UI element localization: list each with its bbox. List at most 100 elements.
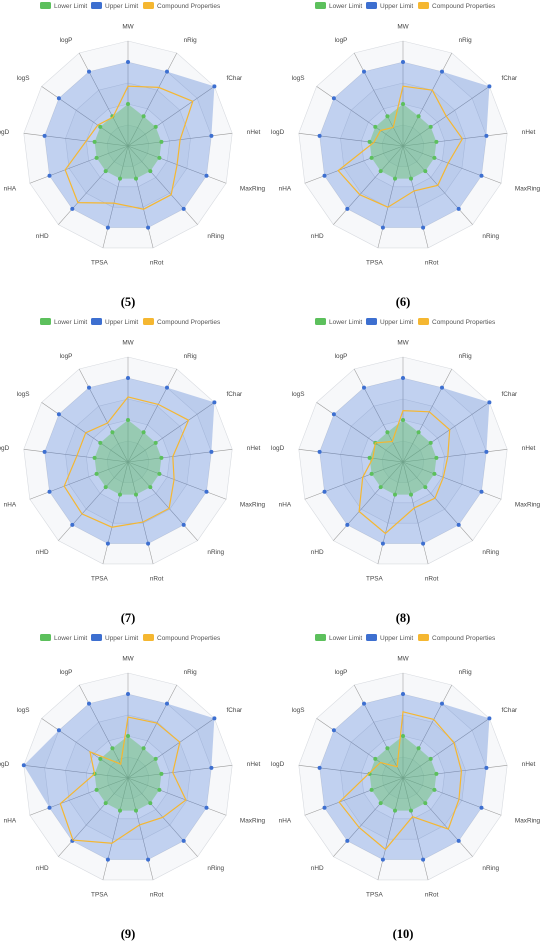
point-lower-logS[interactable] (98, 440, 103, 445)
point-lower-fChar[interactable] (428, 756, 433, 761)
point-upper-nRing[interactable] (456, 522, 461, 527)
legend-swatch-lower[interactable] (40, 2, 51, 9)
point-lower-nHD[interactable] (378, 801, 383, 806)
point-upper-logD[interactable] (42, 133, 47, 138)
legend-swatch-lower[interactable] (40, 318, 51, 325)
point-lower-MW[interactable] (401, 102, 405, 106)
point-lower-MaxRing[interactable] (157, 155, 162, 160)
point-upper-MW[interactable] (401, 692, 405, 696)
point-upper-logD[interactable] (317, 133, 322, 138)
point-upper-logP[interactable] (87, 701, 91, 706)
point-lower-nRot[interactable] (409, 808, 413, 813)
point-lower-logD[interactable] (367, 771, 372, 776)
point-lower-TPSA[interactable] (118, 492, 122, 497)
point-upper-nRig[interactable] (165, 69, 169, 74)
point-upper-nRot[interactable] (421, 857, 426, 862)
legend-swatch-compound[interactable] (418, 2, 429, 9)
point-upper-nRot[interactable] (421, 225, 426, 230)
point-upper-logP[interactable] (87, 69, 91, 74)
point-upper-nRing[interactable] (456, 206, 461, 211)
legend-swatch-lower[interactable] (40, 634, 51, 641)
point-upper-nRot[interactable] (146, 541, 151, 546)
point-upper-nHA[interactable] (322, 489, 327, 494)
legend-swatch-upper[interactable] (91, 634, 102, 641)
point-lower-TPSA[interactable] (118, 808, 122, 813)
point-upper-logS[interactable] (331, 96, 336, 101)
point-upper-logD[interactable] (317, 765, 322, 770)
point-upper-TPSA[interactable] (105, 541, 110, 546)
point-upper-MaxRing[interactable] (204, 805, 209, 810)
legend-swatch-lower[interactable] (315, 318, 326, 325)
point-upper-nHet[interactable] (484, 133, 489, 138)
legend-swatch-lower[interactable] (315, 634, 326, 641)
point-lower-fChar[interactable] (153, 124, 158, 129)
point-lower-logP[interactable] (385, 430, 390, 435)
point-lower-logD[interactable] (367, 139, 372, 144)
point-lower-logD[interactable] (367, 455, 372, 460)
point-lower-MW[interactable] (401, 418, 405, 422)
point-lower-MW[interactable] (126, 418, 130, 422)
point-upper-logD[interactable] (21, 763, 26, 768)
point-upper-logP[interactable] (362, 385, 366, 390)
point-upper-logD[interactable] (42, 449, 47, 454)
point-lower-nHD[interactable] (378, 169, 383, 174)
point-lower-MaxRing[interactable] (432, 471, 437, 476)
point-upper-fChar[interactable] (212, 400, 217, 405)
point-lower-nHD[interactable] (103, 169, 108, 174)
point-upper-logS[interactable] (331, 728, 336, 733)
point-upper-nHet[interactable] (484, 449, 489, 454)
point-lower-MaxRing[interactable] (157, 471, 162, 476)
point-upper-fChar[interactable] (212, 716, 217, 721)
point-upper-logS[interactable] (56, 412, 61, 417)
point-upper-logP[interactable] (362, 701, 366, 706)
point-lower-nHet[interactable] (434, 771, 439, 776)
point-lower-nRing[interactable] (423, 169, 428, 174)
point-lower-logS[interactable] (98, 124, 103, 129)
point-upper-MW[interactable] (401, 376, 405, 380)
point-upper-nHet[interactable] (209, 133, 214, 138)
point-upper-logP[interactable] (87, 385, 91, 390)
point-upper-nHD[interactable] (345, 206, 350, 211)
point-upper-nRot[interactable] (146, 225, 151, 230)
legend-swatch-compound[interactable] (143, 634, 154, 641)
point-lower-logS[interactable] (373, 124, 378, 129)
point-upper-nRing[interactable] (181, 838, 186, 843)
point-lower-nHA[interactable] (369, 155, 374, 160)
point-lower-fChar[interactable] (428, 440, 433, 445)
point-upper-MW[interactable] (126, 692, 130, 696)
point-upper-nHD[interactable] (345, 522, 350, 527)
point-upper-logS[interactable] (331, 412, 336, 417)
point-upper-nRig[interactable] (165, 385, 169, 390)
point-lower-nRig[interactable] (141, 746, 146, 751)
point-lower-logD[interactable] (92, 139, 97, 144)
point-lower-nRing[interactable] (423, 485, 428, 490)
legend-swatch-upper[interactable] (366, 318, 377, 325)
point-upper-fChar[interactable] (487, 400, 492, 405)
point-upper-MaxRing[interactable] (204, 173, 209, 178)
point-lower-nRot[interactable] (134, 176, 138, 181)
point-lower-nHA[interactable] (369, 787, 374, 792)
point-upper-MaxRing[interactable] (204, 489, 209, 494)
point-lower-nRig[interactable] (416, 114, 421, 119)
point-upper-fChar[interactable] (487, 716, 492, 721)
point-lower-nRot[interactable] (409, 492, 413, 497)
point-upper-nRing[interactable] (181, 522, 186, 527)
legend-swatch-lower[interactable] (315, 2, 326, 9)
point-upper-MaxRing[interactable] (479, 173, 484, 178)
point-lower-nHD[interactable] (103, 801, 108, 806)
point-upper-nHA[interactable] (47, 805, 52, 810)
point-lower-nHD[interactable] (378, 485, 383, 490)
point-lower-nHet[interactable] (159, 771, 164, 776)
point-lower-MW[interactable] (126, 734, 130, 738)
point-upper-MaxRing[interactable] (479, 805, 484, 810)
point-lower-MW[interactable] (126, 102, 130, 106)
point-upper-nRig[interactable] (440, 69, 444, 74)
point-lower-TPSA[interactable] (118, 176, 122, 181)
point-lower-logP[interactable] (110, 430, 115, 435)
point-upper-nHet[interactable] (209, 449, 214, 454)
point-lower-nRot[interactable] (134, 808, 138, 813)
point-lower-nHA[interactable] (94, 787, 99, 792)
point-upper-nRig[interactable] (165, 701, 169, 706)
point-upper-MW[interactable] (401, 60, 405, 64)
point-lower-nRig[interactable] (141, 114, 146, 119)
